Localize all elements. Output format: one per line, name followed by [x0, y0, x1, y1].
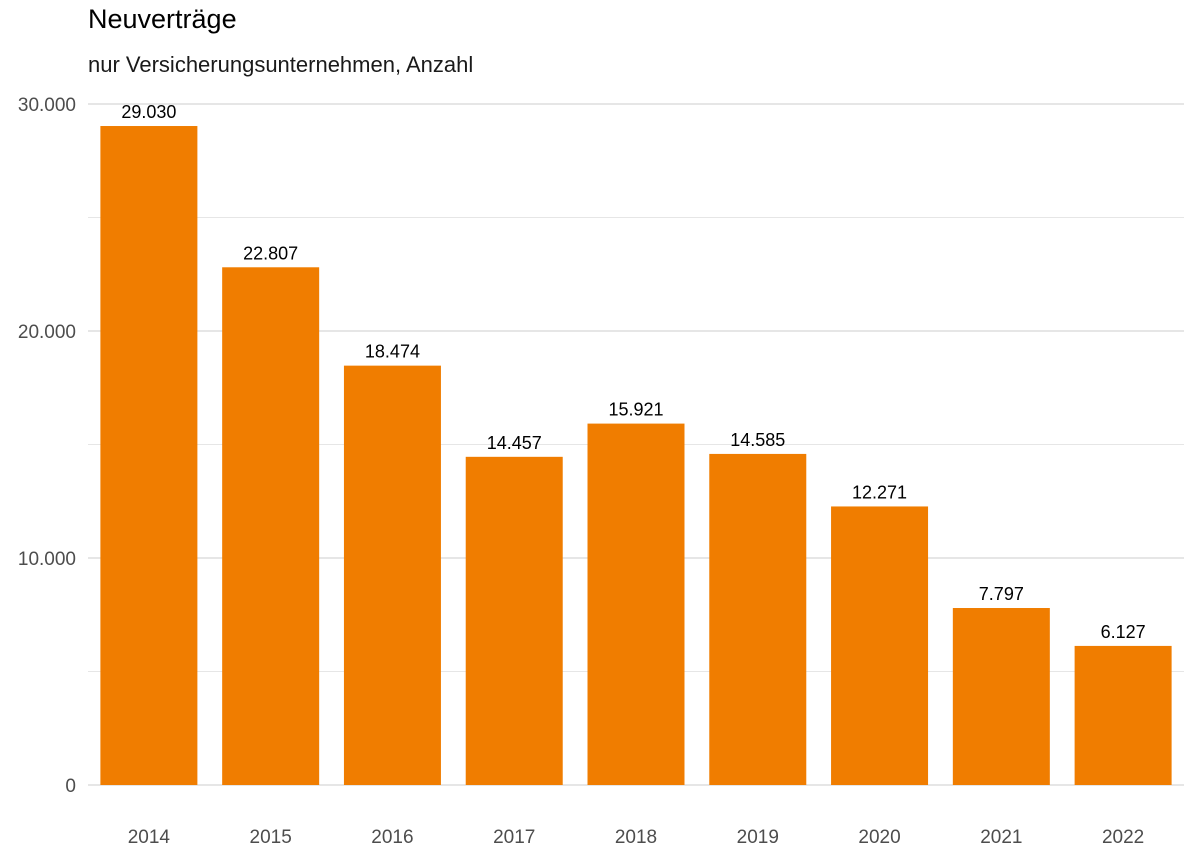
- x-tick-label-2016: 2016: [371, 827, 413, 848]
- y-tick-label: 0: [65, 776, 76, 797]
- x-tick-label-2018: 2018: [615, 827, 657, 848]
- bar-2016: [343, 365, 441, 785]
- bar-2015: [222, 267, 320, 785]
- chart-title: Neuverträge: [88, 4, 237, 34]
- y-tick-label: 10.000: [18, 549, 76, 570]
- data-label-2015: 22.807: [243, 243, 298, 263]
- data-label-2021: 7.797: [979, 584, 1024, 604]
- bar-2021: [952, 608, 1050, 785]
- bar-2018: [587, 423, 685, 785]
- y-tick-label: 30.000: [18, 95, 76, 116]
- data-label-2016: 18.474: [365, 342, 420, 362]
- bar-2014: [100, 126, 198, 786]
- x-tick-label-2020: 2020: [858, 827, 900, 848]
- bar-2017: [465, 456, 563, 785]
- x-tick-label-2021: 2021: [980, 827, 1022, 848]
- data-label-2018: 15.921: [608, 400, 663, 420]
- data-label-2017: 14.457: [487, 433, 542, 453]
- data-label-2019: 14.585: [730, 430, 785, 450]
- x-tick-label-2019: 2019: [737, 827, 779, 848]
- bar-2020: [831, 506, 929, 785]
- data-label-2014: 29.030: [121, 102, 176, 122]
- x-tick-label-2014: 2014: [128, 827, 171, 848]
- chart-subtitle: nur Versicherungsunternehmen, Anzahl: [88, 52, 474, 77]
- data-label-2020: 12.271: [852, 482, 907, 502]
- bar-2022: [1074, 645, 1172, 785]
- y-tick-label: 20.000: [18, 322, 76, 343]
- x-tick-label-2017: 2017: [493, 827, 535, 848]
- bar-2019: [709, 453, 807, 785]
- data-label-2022: 6.127: [1101, 622, 1146, 642]
- x-tick-label-2022: 2022: [1102, 827, 1144, 848]
- x-tick-label-2015: 2015: [250, 827, 292, 848]
